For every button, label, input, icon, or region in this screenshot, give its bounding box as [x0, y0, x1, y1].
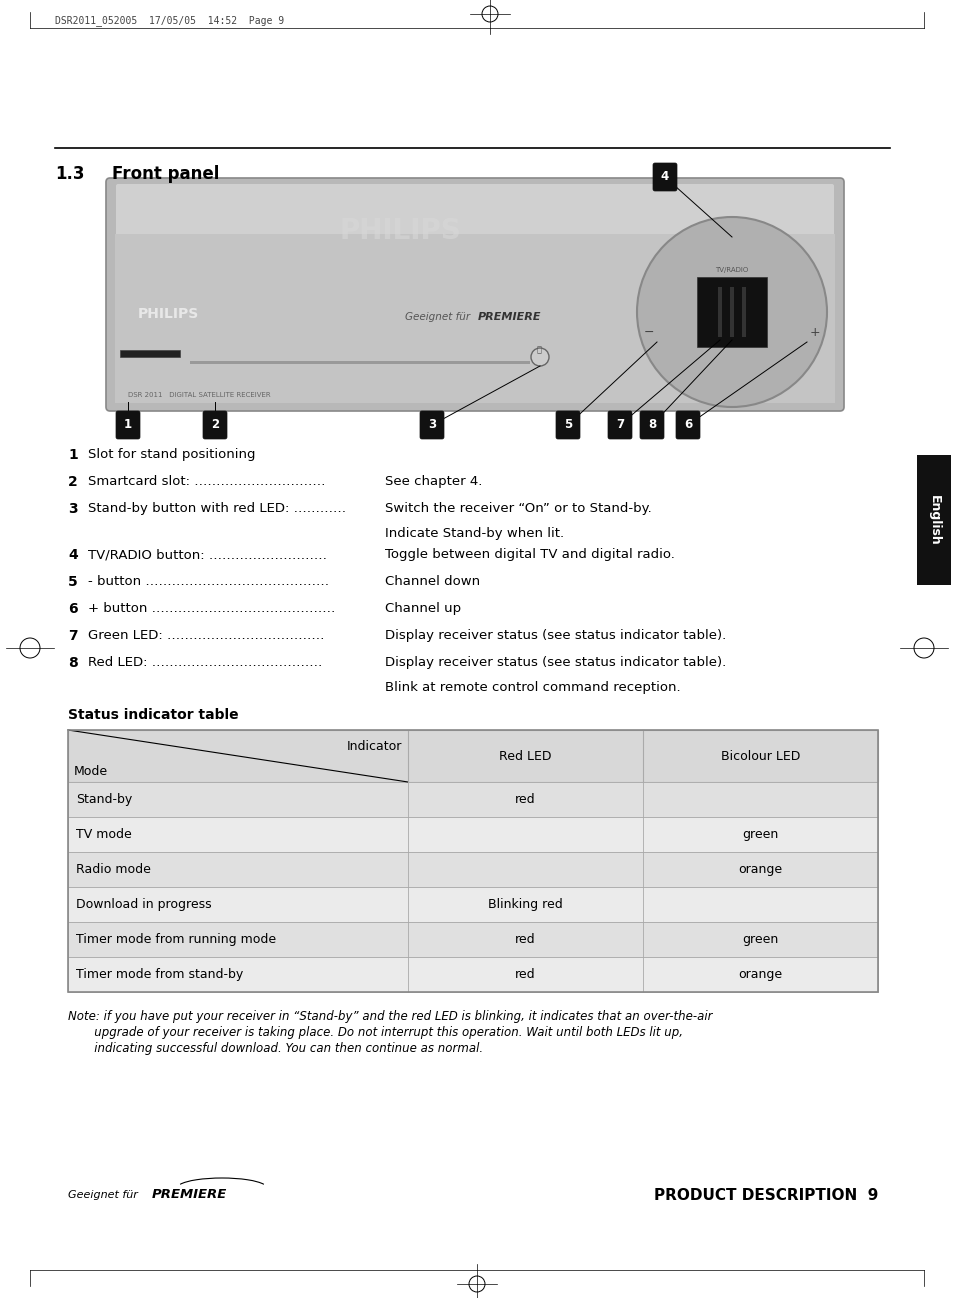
- Text: 2: 2: [68, 475, 77, 489]
- Text: Slot for stand positioning: Slot for stand positioning: [88, 448, 255, 461]
- Text: Radio mode: Radio mode: [76, 863, 151, 876]
- Text: PRODUCT DESCRIPTION  9: PRODUCT DESCRIPTION 9: [653, 1188, 877, 1202]
- Text: Indicate Stand-by when lit.: Indicate Stand-by when lit.: [385, 527, 563, 540]
- Text: 4: 4: [68, 548, 77, 562]
- Text: 6: 6: [683, 418, 691, 431]
- Text: Channel up: Channel up: [385, 602, 460, 615]
- Bar: [741, 287, 745, 337]
- Text: Green LED: ………………………………: Green LED: ………………………………: [88, 630, 324, 643]
- Text: See chapter 4.: See chapter 4.: [385, 475, 482, 488]
- Text: TV/RADIO: TV/RADIO: [715, 267, 748, 273]
- FancyBboxPatch shape: [203, 411, 227, 439]
- Text: Blink at remote control command reception.: Blink at remote control command receptio…: [385, 681, 679, 694]
- Bar: [68, 781, 877, 816]
- Text: Channel down: Channel down: [385, 575, 479, 588]
- FancyBboxPatch shape: [116, 411, 140, 439]
- Text: PREMIERE: PREMIERE: [152, 1189, 227, 1202]
- Text: Stand-by button with red LED: …………: Stand-by button with red LED: …………: [88, 502, 346, 515]
- Circle shape: [531, 348, 548, 366]
- Bar: [190, 361, 530, 363]
- Text: 4: 4: [660, 170, 668, 183]
- Text: Note: if you have put your receiver in “Stand-by” and the red LED is blinking, i: Note: if you have put your receiver in “…: [68, 1010, 712, 1023]
- Text: Stand-by: Stand-by: [76, 793, 132, 806]
- Text: Smartcard slot: …………………………: Smartcard slot: …………………………: [88, 475, 325, 488]
- Text: + button ……………………………………: + button ……………………………………: [88, 602, 335, 615]
- Text: PHILIPS: PHILIPS: [138, 308, 199, 321]
- Bar: [68, 922, 877, 957]
- Text: Timer mode from running mode: Timer mode from running mode: [76, 933, 275, 946]
- Text: Toggle between digital TV and digital radio.: Toggle between digital TV and digital ra…: [385, 548, 674, 561]
- Text: red: red: [515, 968, 536, 981]
- Text: 1: 1: [68, 448, 77, 462]
- Text: 3: 3: [428, 418, 436, 431]
- Bar: [68, 887, 877, 922]
- FancyBboxPatch shape: [607, 411, 631, 439]
- Circle shape: [637, 217, 826, 408]
- Bar: [697, 276, 766, 347]
- Text: Geeignet für: Geeignet für: [405, 312, 470, 322]
- Bar: [68, 729, 877, 781]
- Text: −: −: [643, 326, 654, 339]
- Bar: [115, 234, 834, 402]
- FancyBboxPatch shape: [106, 178, 843, 411]
- FancyBboxPatch shape: [419, 411, 443, 439]
- Text: Red LED: …………………………………: Red LED: …………………………………: [88, 655, 322, 668]
- Text: 7: 7: [616, 418, 623, 431]
- Text: 1: 1: [124, 418, 132, 431]
- Text: Status indicator table: Status indicator table: [68, 707, 238, 722]
- Bar: [718, 287, 721, 337]
- Text: Display receiver status (see status indicator table).: Display receiver status (see status indi…: [385, 655, 725, 668]
- Text: red: red: [515, 793, 536, 806]
- Text: TV/RADIO button: ………………………: TV/RADIO button: ………………………: [88, 548, 327, 561]
- Text: Display receiver status (see status indicator table).: Display receiver status (see status indi…: [385, 630, 725, 643]
- Text: English: English: [926, 495, 940, 545]
- FancyBboxPatch shape: [556, 411, 579, 439]
- Text: DSR 2011   DIGITAL SATELLITE RECEIVER: DSR 2011 DIGITAL SATELLITE RECEIVER: [128, 392, 271, 398]
- FancyBboxPatch shape: [652, 164, 677, 191]
- Bar: [68, 957, 877, 992]
- Text: ⏻: ⏻: [537, 345, 541, 354]
- Text: orange: orange: [738, 863, 781, 876]
- FancyBboxPatch shape: [639, 411, 663, 439]
- Text: 2: 2: [211, 418, 219, 431]
- Bar: [729, 287, 733, 337]
- Text: - button ……………………………………: - button ……………………………………: [88, 575, 329, 588]
- Text: Download in progress: Download in progress: [76, 898, 212, 911]
- Bar: [120, 350, 180, 357]
- Text: DSR2011_052005  17/05/05  14:52  Page 9: DSR2011_052005 17/05/05 14:52 Page 9: [55, 16, 284, 26]
- Text: +: +: [809, 326, 820, 339]
- Text: Bicolour LED: Bicolour LED: [720, 749, 800, 762]
- FancyBboxPatch shape: [676, 411, 700, 439]
- Text: 8: 8: [647, 418, 656, 431]
- Text: Geeignet für: Geeignet für: [68, 1190, 138, 1199]
- FancyBboxPatch shape: [116, 184, 833, 236]
- Text: upgrade of your receiver is taking place. Do not interrupt this operation. Wait : upgrade of your receiver is taking place…: [68, 1025, 682, 1038]
- Text: 1.3: 1.3: [55, 165, 85, 183]
- Text: TV mode: TV mode: [76, 828, 132, 841]
- Text: Switch the receiver “On” or to Stand-by.: Switch the receiver “On” or to Stand-by.: [385, 502, 651, 515]
- Bar: [916, 456, 950, 585]
- Text: 3: 3: [68, 502, 77, 517]
- Text: PHILIPS: PHILIPS: [339, 217, 461, 245]
- Text: Blinking red: Blinking red: [488, 898, 562, 911]
- Text: indicating successful download. You can then continue as normal.: indicating successful download. You can …: [68, 1042, 482, 1055]
- Text: 5: 5: [68, 575, 77, 589]
- Text: red: red: [515, 933, 536, 946]
- Text: green: green: [741, 933, 778, 946]
- Text: green: green: [741, 828, 778, 841]
- Bar: [68, 816, 877, 851]
- Text: orange: orange: [738, 968, 781, 981]
- Text: 5: 5: [563, 418, 572, 431]
- Bar: [68, 729, 877, 992]
- Text: 8: 8: [68, 655, 77, 670]
- Text: 6: 6: [68, 602, 77, 617]
- Text: PREMIERE: PREMIERE: [477, 312, 541, 322]
- Text: Front panel: Front panel: [112, 165, 219, 183]
- Text: Timer mode from stand-by: Timer mode from stand-by: [76, 968, 243, 981]
- Text: Mode: Mode: [74, 765, 108, 778]
- Text: Indicator: Indicator: [346, 740, 401, 753]
- Text: 7: 7: [68, 630, 77, 643]
- Text: Red LED: Red LED: [498, 749, 551, 762]
- Bar: [68, 851, 877, 887]
